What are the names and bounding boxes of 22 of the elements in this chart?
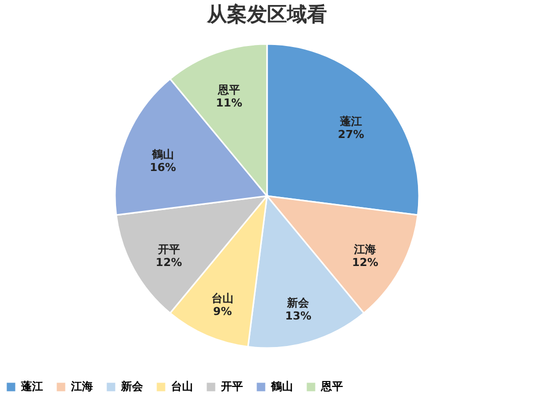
data-label: 27% bbox=[338, 128, 364, 141]
legend-label: 开平 bbox=[220, 380, 243, 393]
legend-label: 台山 bbox=[171, 380, 193, 393]
slice-label: 恩平 bbox=[217, 84, 240, 97]
data-label: 13% bbox=[285, 310, 312, 323]
legend-label: 恩平 bbox=[320, 380, 343, 393]
legend-label: 江海 bbox=[70, 380, 93, 393]
data-label: 9% bbox=[213, 304, 232, 318]
legend-label: 鶴山 bbox=[270, 380, 293, 393]
data-label: 16% bbox=[150, 160, 176, 174]
slice-label: 蓬江 bbox=[339, 114, 362, 128]
data-label: 12% bbox=[156, 256, 182, 269]
slice-label: 江海 bbox=[353, 242, 376, 256]
slice-label: 鶴山 bbox=[150, 148, 174, 161]
slice-label: 新会 bbox=[286, 296, 310, 310]
data-label: 11% bbox=[216, 96, 242, 110]
data-label: 12% bbox=[352, 256, 378, 269]
slice-label: 开平 bbox=[156, 242, 180, 256]
chart-title: 从案发区域看 bbox=[206, 2, 327, 26]
legend-label: 新会 bbox=[120, 380, 144, 393]
legend-label: 蓬江 bbox=[20, 380, 43, 393]
slice-label: 台山 bbox=[212, 292, 234, 305]
